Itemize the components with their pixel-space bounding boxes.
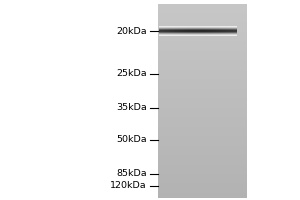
Text: 20kDa: 20kDa <box>116 26 147 36</box>
Text: 120kDa: 120kDa <box>110 182 147 190</box>
Text: 35kDa: 35kDa <box>116 104 147 112</box>
Text: 85kDa: 85kDa <box>116 170 147 178</box>
Text: 50kDa: 50kDa <box>116 136 147 144</box>
Text: 25kDa: 25kDa <box>116 70 147 78</box>
